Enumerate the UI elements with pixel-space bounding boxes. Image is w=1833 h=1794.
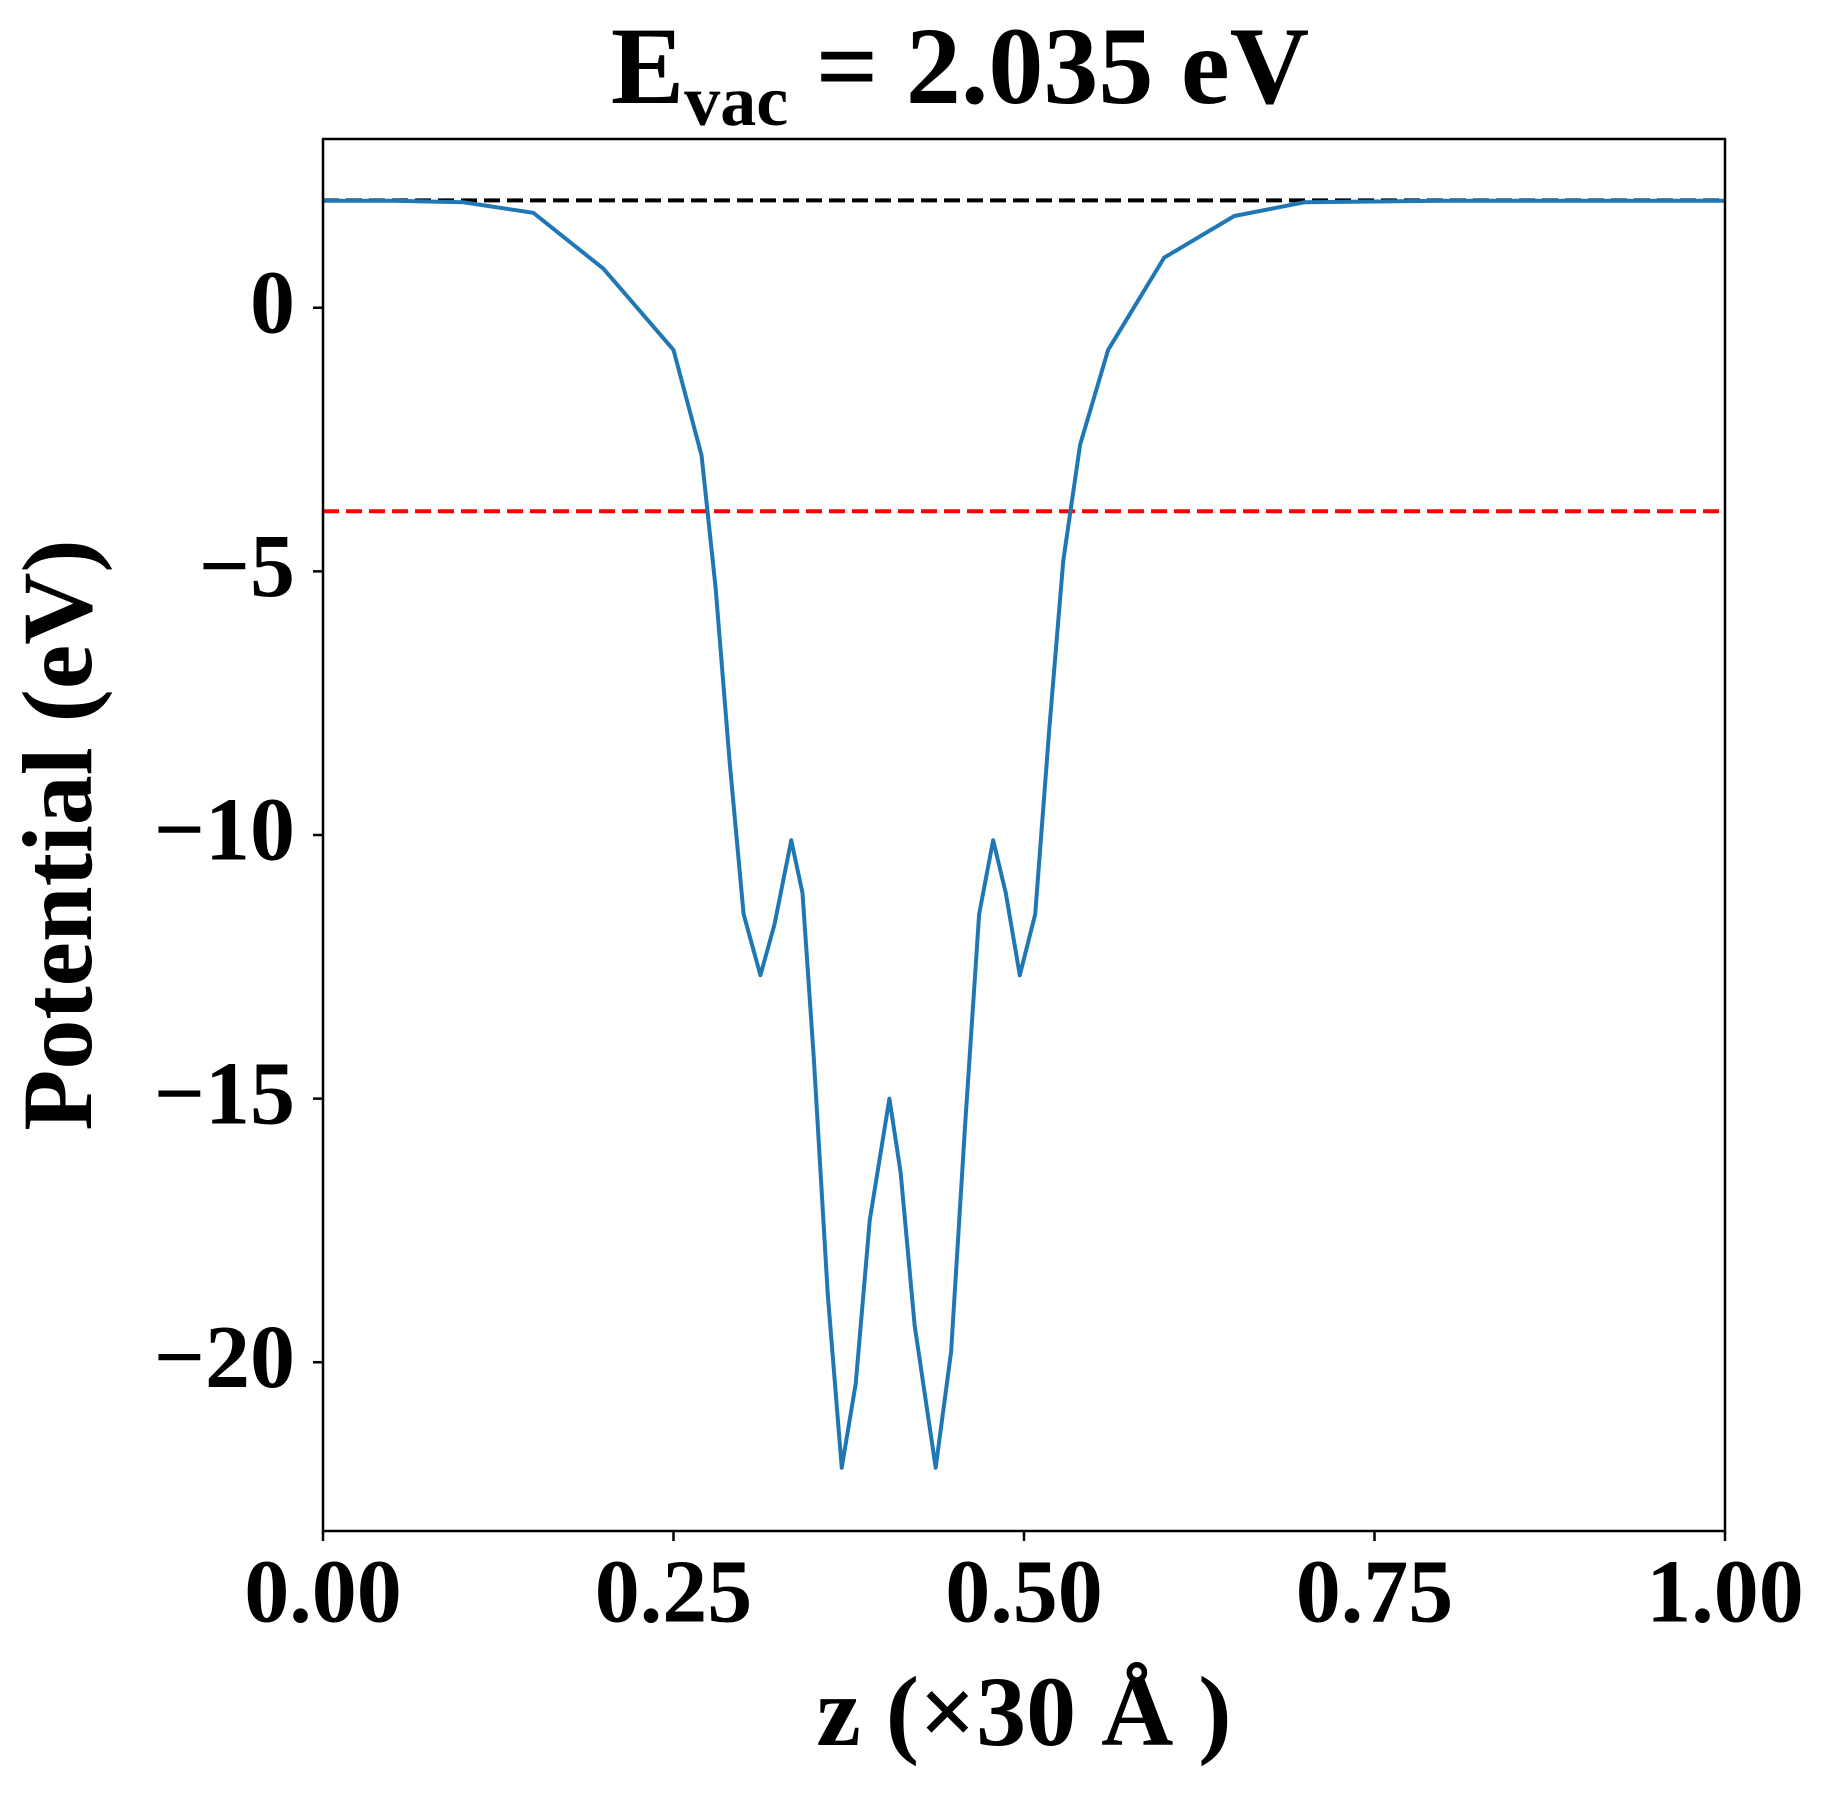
chart-title: Evac = 2.035 eV [611, 5, 1309, 140]
y-tick-label: −5 [199, 517, 295, 616]
x-tick-label: 0.75 [1296, 1543, 1454, 1642]
x-tick-label: 0.00 [244, 1543, 402, 1642]
y-tick-label: −10 [154, 781, 295, 880]
x-tick-label: 0.50 [945, 1543, 1103, 1642]
title-main: E [611, 5, 684, 127]
data-line [323, 198, 1725, 1470]
y-tick-label: −15 [154, 1044, 295, 1143]
y-tick-label: 0 [250, 253, 295, 352]
x-axis-label: z (×30 Å ) [816, 1656, 1231, 1767]
title-rest: = 2.035 eV [788, 5, 1309, 127]
x-tick-label: 0.25 [595, 1543, 753, 1642]
plot-frame [321, 137, 1727, 1533]
y-tick-label: −20 [154, 1308, 295, 1407]
x-tick-label: 1.00 [1646, 1543, 1804, 1642]
y-axis-label: Potential (eV) [2, 539, 113, 1130]
title-sub: vac [684, 61, 788, 141]
